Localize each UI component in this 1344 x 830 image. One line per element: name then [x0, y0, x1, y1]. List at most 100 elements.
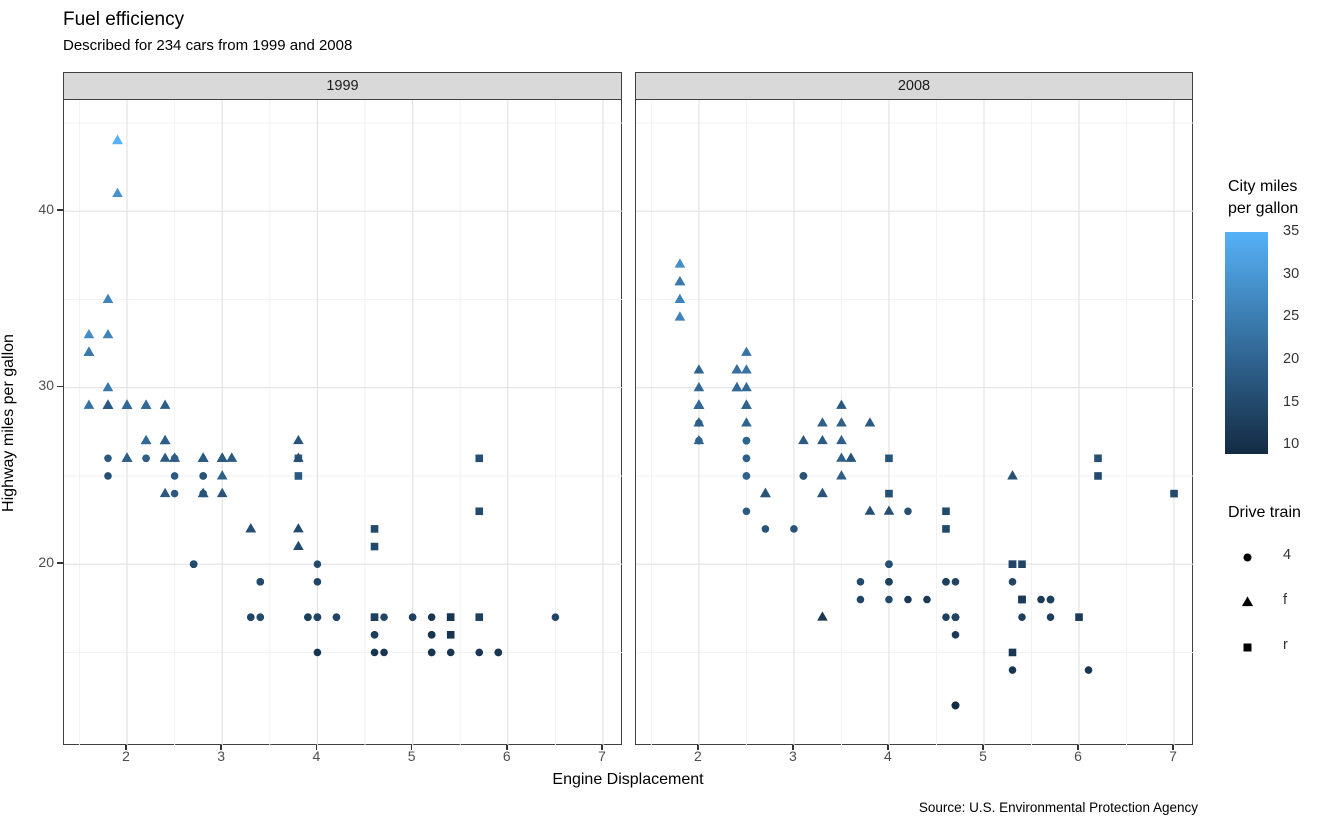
facet-strip-2008-label: 2008: [897, 78, 931, 94]
data-point: [313, 577, 322, 586]
shape-legend-label-r: r: [1283, 637, 1288, 653]
data-point: [836, 416, 847, 427]
data-point: [1018, 595, 1026, 603]
data-point: [1170, 489, 1178, 497]
data-point: [475, 648, 484, 656]
data-point: [731, 381, 743, 391]
data-point: [1094, 471, 1102, 480]
data-point: [674, 293, 686, 303]
data-point: [427, 630, 436, 639]
data-point: [216, 469, 228, 480]
data-point: [951, 630, 960, 639]
shape-legend-label-4: 4: [1283, 547, 1292, 563]
data-point: [159, 487, 171, 497]
data-point: [313, 612, 322, 621]
x-tick-label: 2: [694, 748, 702, 764]
x-axis-title: Engine Displacement: [552, 771, 704, 788]
data-point: [159, 452, 171, 462]
data-point: [817, 434, 828, 444]
drive-train-f-triangle-icon: [1238, 593, 1257, 612]
data-point: [293, 540, 304, 550]
data-point: [799, 471, 808, 480]
data-point: [170, 454, 179, 462]
data-point: [693, 381, 705, 391]
data-point: [817, 487, 828, 497]
data-point: [856, 577, 865, 586]
data-point: [761, 524, 770, 533]
data-point: [674, 275, 686, 285]
facet-strip-1999-label: 1999: [326, 78, 359, 94]
data-point: [817, 610, 828, 621]
data-point: [112, 134, 123, 144]
data-point: [885, 577, 893, 586]
data-point: [693, 399, 705, 409]
data-point: [1008, 665, 1017, 674]
data-point: [942, 612, 950, 621]
data-point: [942, 507, 950, 515]
data-point: [923, 595, 931, 603]
x-tick-label: 3: [217, 748, 226, 764]
colorbar-tick-label: 25: [1283, 308, 1300, 325]
data-point: [475, 612, 484, 621]
colorbar-tick-label: 30: [1283, 265, 1300, 282]
x-tick-label: 7: [598, 748, 606, 764]
data-point: [836, 399, 847, 409]
data-point: [1008, 577, 1017, 586]
data-point: [370, 542, 379, 550]
data-point: [741, 416, 752, 427]
data-point: [189, 559, 198, 568]
data-point: [885, 595, 893, 603]
x-tick-label: 4: [312, 748, 321, 764]
colorbar-tick-label: 20: [1283, 351, 1300, 368]
x-tick-label: 6: [502, 748, 511, 764]
data-point: [102, 293, 114, 303]
data-point: [1008, 648, 1017, 656]
data-point: [293, 522, 304, 532]
shape-legend-label-f: f: [1283, 592, 1288, 608]
data-point: [1241, 595, 1254, 606]
data-point: [951, 701, 960, 709]
data-point: [693, 363, 705, 374]
data-point: [1243, 643, 1252, 651]
x-tick-label: 3: [789, 748, 797, 764]
facet-panel-1999: [63, 98, 623, 746]
data-point: [427, 648, 436, 656]
data-point: [216, 487, 228, 497]
data-point: [864, 505, 876, 515]
data-point: [494, 648, 503, 656]
data-point: [313, 559, 322, 568]
data-point: [294, 471, 303, 480]
data-point: [446, 630, 455, 639]
data-point: [293, 452, 304, 462]
data-point: [83, 328, 95, 338]
data-point: [159, 399, 171, 409]
data-point: [102, 381, 114, 391]
data-point: [256, 577, 265, 586]
shape-legend-title: Drive train: [1228, 504, 1301, 521]
data-point: [104, 471, 112, 480]
data-point: [216, 452, 228, 462]
data-point: [446, 648, 455, 656]
data-point: [951, 612, 960, 621]
data-point: [245, 522, 257, 532]
data-point: [904, 507, 912, 515]
x-tick-label: 5: [979, 748, 987, 764]
data-point: [427, 612, 436, 621]
data-point: [674, 310, 686, 321]
data-point: [112, 187, 123, 197]
x-tick-label: 4: [884, 748, 892, 764]
facet-strip-2008: 2008: [635, 72, 1193, 100]
data-point: [742, 454, 751, 462]
data-point: [380, 612, 388, 621]
data-point: [83, 399, 95, 409]
data-point: [370, 648, 379, 656]
data-point: [551, 612, 560, 621]
data-point: [741, 399, 752, 409]
data-point: [313, 648, 322, 656]
data-point: [741, 381, 752, 391]
data-point: [170, 471, 179, 480]
data-point: [83, 346, 95, 356]
data-point: [1018, 559, 1026, 568]
data-point: [102, 399, 114, 409]
